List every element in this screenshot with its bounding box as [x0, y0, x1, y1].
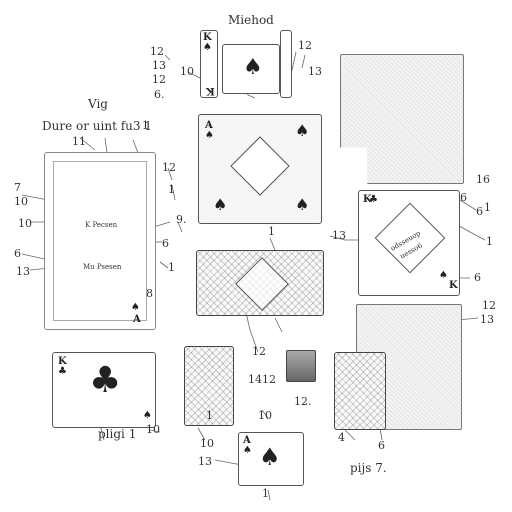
label-n4: 6.: [154, 88, 165, 101]
diagram-title: Miehod: [228, 13, 274, 27]
subtitle-dure: Dure or uint fu3 1: [42, 119, 152, 133]
ornate-card-back-middle: [196, 250, 324, 316]
outline-card-inner-border: [53, 161, 147, 321]
label-n34: 12.: [294, 395, 312, 408]
label-n9: 11: [72, 135, 86, 148]
center-diamond: [230, 136, 290, 196]
card-text-bottom: Mu Psesen: [83, 263, 122, 271]
label-n33: 1412: [248, 373, 276, 386]
label-n12: 6: [14, 247, 21, 260]
spade-icon: ♠: [131, 302, 140, 313]
label-n35: 10: [146, 423, 160, 436]
ace-spade-ornate-card: A ♠ ♠ ♠ ♠: [198, 114, 322, 224]
subtitle-vig: Vig: [88, 97, 108, 111]
label-n1: 12: [150, 45, 164, 58]
label-n10: 7: [14, 181, 21, 194]
label-n42: 1: [262, 487, 269, 500]
label-n22: 1: [268, 225, 275, 238]
label-n20: 1: [168, 261, 175, 274]
ace-spade-small-card: A ♠ ♠: [238, 432, 304, 486]
spade-icon: ♠: [439, 270, 448, 281]
label-n13: 13: [16, 265, 30, 278]
label-n19: 6: [162, 237, 169, 250]
label-n14: 10: [18, 217, 32, 230]
label-n27: 6: [460, 191, 467, 204]
king-club-low-card: K ♣ ♣ ♠: [52, 352, 156, 428]
spade-icon: ♠: [295, 195, 310, 214]
label-n26: 16: [476, 173, 490, 186]
label-n39: 4: [338, 431, 345, 444]
label-n15: 1: [142, 119, 149, 132]
label-n16: 12: [162, 161, 176, 174]
label-n32: 12: [252, 345, 266, 358]
club-icon: ♣: [369, 194, 378, 205]
gray-square-chip: [286, 350, 316, 382]
label-n21: 8: [146, 287, 153, 300]
label-n24: 12: [482, 299, 496, 312]
king-spade-card-left-edge: K ♠ K: [200, 30, 218, 98]
outline-card-large: K Pecsen Mu Psesen ♠ A: [44, 152, 156, 330]
label-n31: 13: [480, 313, 494, 326]
label-n38: 1: [206, 409, 213, 422]
spade-icon: ♠: [243, 445, 252, 456]
label-n5: 10: [180, 65, 194, 78]
caption-right: pijs 7.: [350, 461, 387, 475]
caption-left: pligi 1: [98, 427, 137, 441]
ornate-center-diamond: [235, 257, 289, 311]
label-n23: 13: [332, 229, 346, 242]
label-n36: 10: [258, 409, 272, 422]
card-text-top: K Pecsen: [85, 221, 118, 229]
label-n2: 13: [152, 59, 166, 72]
label-n30: 6: [474, 271, 481, 284]
spade-icon: ♠: [203, 42, 212, 53]
spade-icon: ♠: [205, 130, 214, 141]
club-icon: ♣: [89, 360, 122, 401]
label-n18: 9.: [176, 213, 187, 226]
king-club-card: K ♣ odsseuop uesso6 ♠ K: [358, 190, 460, 296]
spade-icon: ♠: [243, 55, 263, 80]
label-n6: 12: [298, 39, 312, 52]
club-icon: ♣: [58, 366, 67, 377]
spade-icon: ♠: [259, 443, 281, 471]
label-n25: 6: [476, 205, 483, 218]
card-right-edge: [280, 30, 292, 98]
label-n3: 12: [152, 73, 166, 86]
label-n37: 13: [198, 455, 212, 468]
label-n40: 6: [378, 439, 385, 452]
label-n17: 1: [168, 183, 175, 196]
spade-icon: ♠: [143, 410, 152, 421]
label-n11: 10: [14, 195, 28, 208]
label-n29: 1: [486, 235, 493, 248]
spade-icon: ♠: [295, 121, 310, 140]
ornate-tall-card-left: [184, 346, 234, 426]
ornate-tall-card-right: [334, 352, 386, 430]
spade-icon: ♠: [213, 195, 228, 214]
label-n7: 13: [308, 65, 322, 78]
label-n41: 10: [200, 437, 214, 450]
king-spade-card-face: ♠: [222, 44, 280, 94]
label-n28: 1: [484, 201, 491, 214]
